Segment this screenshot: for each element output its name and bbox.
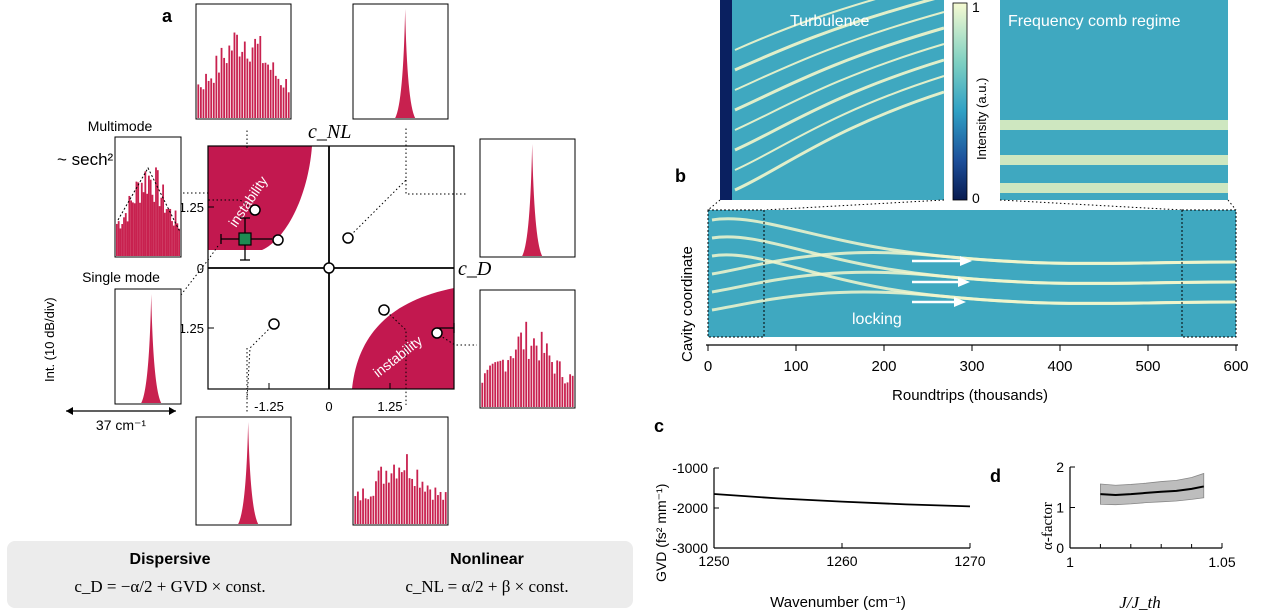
roundtrip-tick-label: 100: [783, 358, 808, 375]
alpha-line: [1100, 485, 1204, 496]
panel-d-letter: d: [990, 466, 1001, 486]
tick-x-2: 0: [325, 399, 332, 414]
chart-d-xtick: 1: [1066, 554, 1074, 570]
roundtrip-xlabel: Roundtrips (thousands): [892, 387, 1048, 404]
phase-points: [249, 204, 443, 339]
spectrum-top-left: [195, 3, 292, 120]
chart-c-ylabel: GVD (fs² mm⁻¹): [653, 484, 669, 582]
colorbar-min: 0: [972, 190, 980, 206]
colorbar-label: Intensity (a.u.): [974, 78, 989, 160]
roundtrip-tick-label: 500: [1135, 358, 1160, 375]
instability-region-bottom-right: [352, 288, 454, 389]
spectrum-right-bottom: [479, 289, 576, 409]
chart-c-xtick: 1260: [826, 553, 857, 569]
roundtrip-tick-label: 400: [1047, 358, 1072, 375]
chart-d-ytick: 1: [1056, 500, 1064, 516]
width-label: 37 cm⁻¹: [96, 417, 147, 433]
axis-label-cnl: c_NL: [308, 121, 351, 143]
tick-y-2: 0: [197, 261, 204, 276]
tick-y-1: 1.25: [179, 200, 204, 215]
colorbar: 1 0 Intensity (a.u.): [952, 0, 989, 206]
roundtrip-map: locking: [707, 209, 1237, 338]
nonlinear-equation: c_NL = α/2 + β × const.: [405, 577, 568, 596]
dispersive-title: Dispersive: [130, 551, 211, 568]
chart-c-xtick: 1250: [698, 553, 729, 569]
comb-title: Frequency comb regime: [1008, 13, 1181, 30]
chart-d-ytick: 2: [1056, 459, 1064, 475]
roundtrip-tick-label: 200: [871, 358, 896, 375]
spectrum-bottom-left: [195, 416, 292, 526]
locking-label: locking: [852, 311, 902, 328]
sech-label: ~ sech²: [57, 150, 114, 169]
instability-region-top-left: [208, 146, 312, 250]
tick-x-1: -1.25: [254, 399, 284, 414]
turbulence-title: Turbulence: [790, 13, 870, 30]
chart-d-ylabel: α-factor: [1040, 502, 1056, 550]
measured-point: [238, 232, 252, 246]
turbulence-map: Turbulence: [720, 0, 945, 200]
chart-d-ytick: 0: [1056, 540, 1064, 556]
panel-a-letter: a: [162, 6, 173, 26]
formula-box: [7, 541, 633, 608]
dispersive-equation: c_D = −α/2 + GVD × const.: [74, 577, 265, 596]
roundtrip-tick-label: 300: [959, 358, 984, 375]
sech-fit: [117, 166, 181, 233]
chart-d-xtick: 1.05: [1208, 554, 1235, 570]
single-mode-label: Single mode: [82, 269, 160, 285]
spectrum-right-top: [479, 138, 576, 258]
colorbar-max: 1: [972, 0, 980, 15]
chart-c-ytick: -1000: [672, 460, 708, 476]
panel-b-letter: b: [675, 166, 686, 186]
chart-c-xlabel: Wavenumber (cm⁻¹): [770, 594, 906, 611]
multimode-label: Multimode: [88, 118, 153, 134]
spectrum-single-left: [114, 288, 182, 405]
spectrum-top-center: [352, 3, 449, 120]
roundtrip-tick-label: 600: [1223, 358, 1248, 375]
chart-c-xtick: 1270: [954, 553, 985, 569]
panel-c-letter: c: [654, 416, 664, 436]
spectrum-multimode-left: [114, 136, 182, 258]
locking-arrows: [912, 256, 972, 307]
nonlinear-title: Nonlinear: [450, 551, 524, 568]
spectrum-bottom-right: [352, 416, 449, 526]
comb-map: Frequency comb regime: [1000, 0, 1228, 200]
alpha-confidence-band: [1100, 472, 1205, 506]
intensity-axis-label: Int. (10 dB/div): [42, 297, 57, 382]
chart-c-ytick: -3000: [672, 540, 708, 556]
roundtrip-ticks: 0 100 200 300 400 500 600: [704, 345, 1249, 375]
cavity-ylabel: Cavity coordinate: [679, 246, 696, 362]
chart-d-xlabel: J/J_th: [1119, 593, 1161, 612]
phase-diagram: instability instability: [159, 121, 492, 414]
roundtrip-tick-label: 0: [704, 358, 712, 375]
tick-y-3: -1.25: [174, 321, 204, 336]
chart-c-ytick: -2000: [672, 500, 708, 516]
tick-x-3: 1.25: [377, 399, 402, 414]
gvd-line: [713, 493, 971, 508]
axis-label-cd: c_D: [458, 258, 492, 280]
